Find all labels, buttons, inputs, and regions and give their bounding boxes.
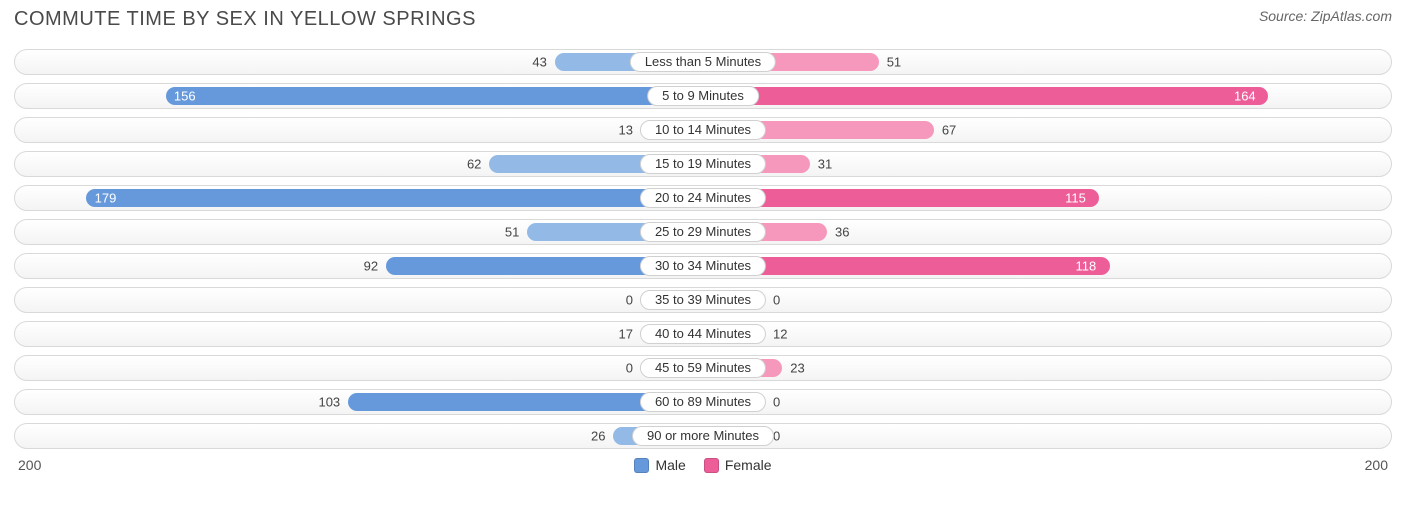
value-female: 12 (773, 327, 787, 342)
chart-rows: 43 51 Less than 5 Minutes 156 164 5 to 9 Minu… (14, 49, 1392, 449)
chart-row: 179 115 20 to 24 Minutes (14, 185, 1392, 211)
swatch-female-icon (704, 458, 719, 473)
value-female: 23 (790, 361, 804, 376)
swatch-male-icon (634, 458, 649, 473)
value-female: 164 (1234, 89, 1256, 104)
source-prefix: Source: (1259, 8, 1311, 24)
chart-title: COMMUTE TIME BY SEX IN YELLOW SPRINGS (14, 8, 476, 31)
chart-row: 156 164 5 to 9 Minutes (14, 83, 1392, 109)
category-label: 35 to 39 Minutes (640, 290, 766, 310)
legend-item-male: Male (634, 457, 685, 473)
source-attribution: Source: ZipAtlas.com (1259, 8, 1392, 24)
category-label: 60 to 89 Minutes (640, 392, 766, 412)
value-male: 179 (95, 191, 117, 206)
value-female: 36 (835, 225, 849, 240)
value-male: 62 (467, 157, 481, 172)
value-female: 0 (773, 429, 780, 444)
value-male: 0 (626, 293, 633, 308)
chart-row: 92 118 30 to 34 Minutes (14, 253, 1392, 279)
value-male: 13 (619, 123, 633, 138)
legend-item-female: Female (704, 457, 772, 473)
category-label: 25 to 29 Minutes (640, 222, 766, 242)
axis-right-max: 200 (1365, 457, 1388, 473)
category-label: 90 or more Minutes (632, 426, 774, 446)
category-label: 10 to 14 Minutes (640, 120, 766, 140)
bar-male (86, 189, 703, 207)
value-female: 0 (773, 395, 780, 410)
chart-row: 17 12 40 to 44 Minutes (14, 321, 1392, 347)
value-female: 31 (818, 157, 832, 172)
value-male: 156 (174, 89, 196, 104)
value-male: 92 (364, 259, 378, 274)
value-female: 67 (942, 123, 956, 138)
value-male: 103 (318, 395, 340, 410)
chart-row: 0 23 45 to 59 Minutes (14, 355, 1392, 381)
category-label: 45 to 59 Minutes (640, 358, 766, 378)
chart-row: 51 36 25 to 29 Minutes (14, 219, 1392, 245)
legend: Male Female (634, 457, 771, 473)
bar-male (166, 87, 703, 105)
category-label: Less than 5 Minutes (630, 52, 776, 72)
category-label: 40 to 44 Minutes (640, 324, 766, 344)
value-female: 51 (887, 55, 901, 70)
chart-row: 103 0 60 to 89 Minutes (14, 389, 1392, 415)
legend-label-male: Male (655, 457, 685, 473)
value-male: 26 (591, 429, 605, 444)
chart-row: 0 0 35 to 39 Minutes (14, 287, 1392, 313)
category-label: 30 to 34 Minutes (640, 256, 766, 276)
chart-footer: 200 Male Female 200 (14, 457, 1392, 473)
chart-container: COMMUTE TIME BY SEX IN YELLOW SPRINGS So… (0, 0, 1406, 523)
source-name: ZipAtlas.com (1311, 8, 1392, 24)
category-label: 20 to 24 Minutes (640, 188, 766, 208)
chart-row: 13 67 10 to 14 Minutes (14, 117, 1392, 143)
value-female: 118 (1076, 259, 1097, 274)
value-female: 115 (1065, 191, 1086, 206)
category-label: 5 to 9 Minutes (647, 86, 759, 106)
legend-label-female: Female (725, 457, 772, 473)
axis-left-max: 200 (18, 457, 41, 473)
value-male: 43 (532, 55, 546, 70)
category-label: 15 to 19 Minutes (640, 154, 766, 174)
header: COMMUTE TIME BY SEX IN YELLOW SPRINGS So… (14, 8, 1392, 31)
chart-row: 62 31 15 to 19 Minutes (14, 151, 1392, 177)
chart-row: 43 51 Less than 5 Minutes (14, 49, 1392, 75)
value-female: 0 (773, 293, 780, 308)
value-male: 0 (626, 361, 633, 376)
chart-row: 26 090 or more Minutes (14, 423, 1392, 449)
value-male: 17 (619, 327, 633, 342)
bar-female (703, 87, 1268, 105)
value-male: 51 (505, 225, 519, 240)
